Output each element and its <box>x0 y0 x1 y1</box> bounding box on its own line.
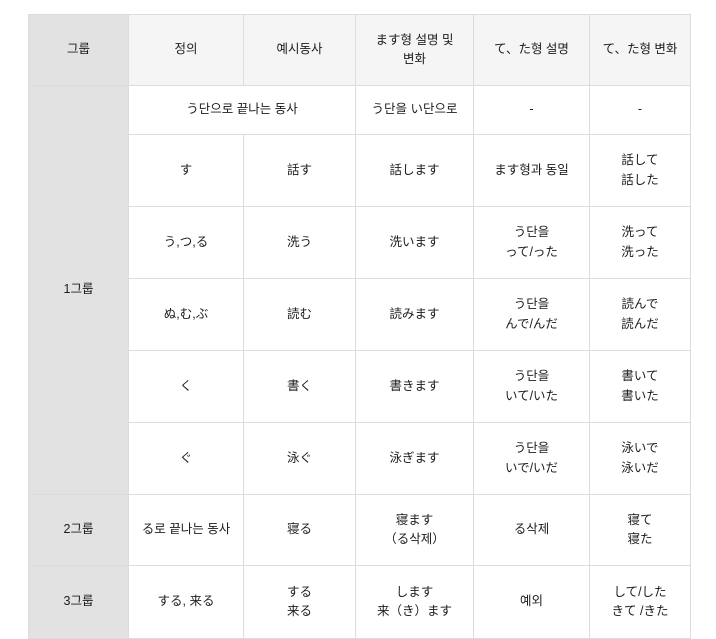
cell-te-change-line1: 書いて <box>621 369 659 384</box>
cell-masu: 洗います <box>355 206 474 279</box>
cell-te-description: ます형과 동일 <box>473 134 590 207</box>
table-row: 3그룹 する, 来る する 来る します 来（き）ます 예외 して/した きて … <box>28 565 691 639</box>
cell-example-verb-line1: する <box>286 584 312 599</box>
cell-masu-line2: （る삭제） <box>384 532 445 546</box>
cell-masu: 読みます <box>355 278 474 351</box>
table-header: 그룹 정의 예시동사 ます형 설명 및 변화 て、た형 설명 て、た형 변화 <box>28 14 691 86</box>
cell-example-verb: 話す <box>243 134 356 207</box>
cell-te-change-line1: 話して <box>621 153 659 168</box>
cell-masu: 泳ぎます <box>355 422 474 495</box>
column-header-example-verb: 예시동사 <box>243 14 356 86</box>
cell-example-verb: 読む <box>243 278 356 351</box>
cell-te-description: る삭제 <box>473 494 590 566</box>
cell-example-verb-line2: 来る <box>286 604 312 618</box>
cell-te-change: 書いて 書いた <box>589 350 691 423</box>
table-row: す 話す 話します ます형과 동일 話して 話した <box>29 134 691 207</box>
cell-te-description-line2: いて/いた <box>504 388 559 403</box>
table-row: 1그룹 う단으로 끝나는 동사 う단을 い단으로 - - <box>28 85 691 495</box>
table-row: う,つ,る 洗う 洗います う단을 って/った 洗って 洗った <box>29 206 691 279</box>
verb-conjugation-table: 그룹 정의 예시동사 ます형 설명 및 변화 て、た형 설명 て、た형 변화 1… <box>28 14 691 639</box>
cell-te-description-line1: う단을 <box>513 225 550 240</box>
cell-te-description-line1: う단을 <box>513 297 550 312</box>
cell-te-description-line1: う단을 <box>513 369 550 384</box>
cell-definition-span: う단으로 끝나는 동사 <box>128 85 356 135</box>
column-header-masu-form: ます형 설명 및 변화 <box>355 14 474 86</box>
cell-definition: る로 끝나는 동사 <box>128 494 244 566</box>
cell-masu: 書きます <box>355 350 474 423</box>
cell-te-description-line1: う단을 <box>513 441 550 456</box>
cell-te-change: 泳いで 泳いだ <box>589 422 691 495</box>
cell-te-description: う단을 いて/いた <box>473 350 590 423</box>
cell-example-verb: 泳ぐ <box>243 422 356 495</box>
cell-masu-line1: します <box>395 584 434 599</box>
cell-te-change-line2: 読んだ <box>621 316 659 331</box>
column-header-group: 그룹 <box>28 14 129 86</box>
cell-te-change-line2: 洗った <box>621 244 659 259</box>
cell-masu: 寝ます （る삭제） <box>355 494 474 566</box>
cell-te-change-line2: きて /きた <box>611 604 669 618</box>
cell-te-description: う단을 いで/いだ <box>473 422 590 495</box>
cell-definition: ぐ <box>128 422 244 495</box>
cell-te-change-line1: 読んで <box>621 297 659 312</box>
cell-te-change: 話して 話した <box>589 134 691 207</box>
cell-te-change-line1: 洗って <box>621 225 659 240</box>
table-body: 1그룹 う단으로 끝나는 동사 う단을 い단으로 - - す 話す 話します ま… <box>28 85 691 639</box>
table-row: ぬ,む,ぶ 読む 読みます う단을 んで/んだ 読んで 読んだ <box>29 278 691 351</box>
cell-masu: う단을 い단으로 <box>355 85 474 135</box>
cell-te-description: う단을 んで/んだ <box>473 278 590 351</box>
cell-masu-line1: 寝ます <box>395 512 434 527</box>
cell-definition: する, 来る <box>128 565 244 639</box>
cell-te-change-line2: 書いた <box>621 388 659 403</box>
cell-te-change: して/した きて /きた <box>589 565 691 639</box>
header-row: 그룹 정의 예시동사 ます형 설명 및 변화 て、た형 설명 て、た형 변화 <box>28 14 691 86</box>
cell-masu: します 来（き）ます <box>355 565 474 639</box>
group-cell-3: 3그룹 <box>28 565 129 639</box>
cell-definition: う,つ,る <box>128 206 244 279</box>
cell-te-change: 読んで 読んだ <box>589 278 691 351</box>
cell-example-verb: する 来る <box>243 565 356 639</box>
cell-te-description-line2: んで/んだ <box>505 316 558 331</box>
cell-masu: 話します <box>355 134 474 207</box>
cell-te-change: - <box>589 85 691 135</box>
cell-example-verb: 寝る <box>243 494 356 566</box>
cell-te-change-line2: 泳いだ <box>621 460 659 475</box>
column-header-definition: 정의 <box>128 14 244 86</box>
cell-te-change-line1: 寝て <box>627 512 653 527</box>
table-row: 2그룹 る로 끝나는 동사 寝る 寝ます （る삭제） る삭제 寝て 寝た <box>28 494 691 566</box>
verb-conjugation-table-wrapper: 그룹 정의 예시동사 ます형 설명 및 변화 て、た형 설명 て、た형 변화 1… <box>28 14 691 639</box>
cell-example-verb: 洗う <box>243 206 356 279</box>
cell-te-description-line2: って/った <box>505 244 558 259</box>
table-row: ぐ 泳ぐ 泳ぎます う단을 いで/いだ 泳いで 泳いだ <box>29 422 691 495</box>
cell-definition: ぬ,む,ぶ <box>128 278 244 351</box>
cell-te-change: 寝て 寝た <box>589 494 691 566</box>
cell-te-description: う단을 って/った <box>473 206 590 279</box>
group-cell-1: 1그룹 <box>28 85 129 495</box>
cell-masu-line2: 来（き）ます <box>376 604 452 618</box>
cell-te-change-line1: 泳いで <box>621 441 659 456</box>
cell-te-description: - <box>473 85 590 135</box>
cell-te-change-line2: 話した <box>621 172 659 187</box>
cell-te-change-line2: 寝た <box>627 532 653 546</box>
column-header-masu-line1: ます형 설명 및 <box>375 32 454 47</box>
column-header-masu-line2: 변화 <box>402 52 426 66</box>
cell-te-description: 예외 <box>473 565 590 639</box>
column-header-te-ta-description: て、た형 설명 <box>473 14 590 86</box>
cell-example-verb: 書く <box>243 350 356 423</box>
cell-te-change: 洗って 洗った <box>589 206 691 279</box>
group-cell-2: 2그룹 <box>28 494 129 566</box>
cell-definition: く <box>128 350 244 423</box>
cell-te-description-line2: いで/いだ <box>504 460 559 475</box>
cell-definition: す <box>128 134 244 207</box>
table-row: く 書く 書きます う단을 いて/いた 書いて 書いた <box>29 350 691 423</box>
column-header-te-ta-change: て、た형 변화 <box>589 14 691 86</box>
cell-te-change-line1: して/した <box>613 584 667 599</box>
